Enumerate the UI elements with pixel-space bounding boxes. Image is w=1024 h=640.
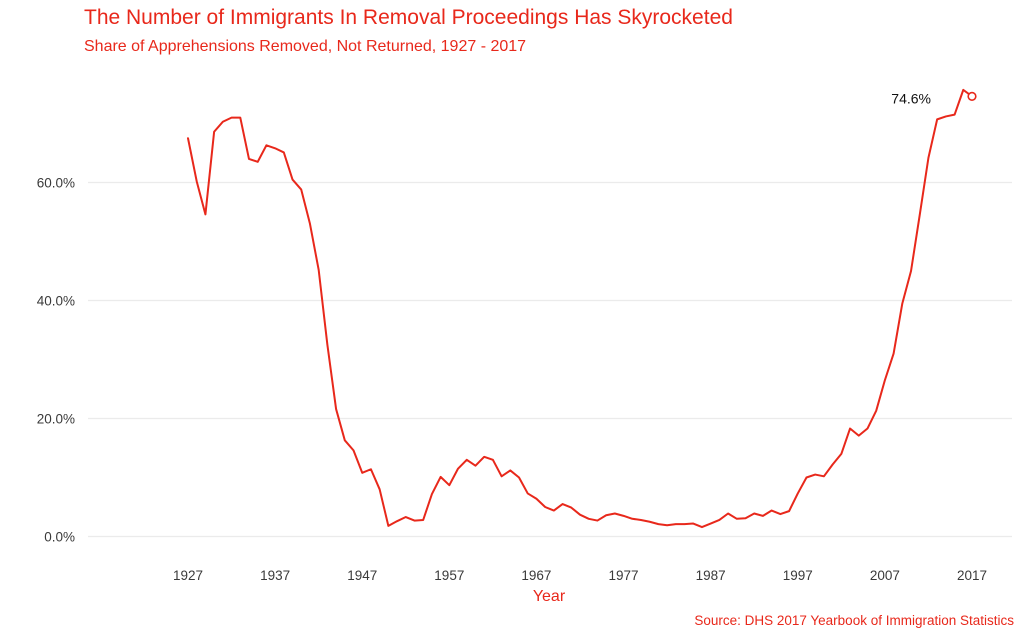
chart-subtitle: Share of Apprehensions Removed, Not Retu…	[84, 38, 527, 55]
y-tick-label: 60.0%	[37, 176, 75, 191]
x-tick-label: 1967	[521, 568, 551, 583]
y-axis-tick-labels: 0.0% 20.0% 40.0% 60.0%	[37, 176, 75, 545]
series-layer: 74.6%	[187, 88, 977, 529]
endpoint-value-label: 74.6%	[891, 90, 931, 106]
y-tick-label: 40.0%	[37, 294, 75, 309]
x-tick-label: 1987	[696, 568, 726, 583]
y-tick-label: 0.0%	[44, 530, 75, 545]
x-axis-title: Year	[533, 588, 566, 605]
series-line	[187, 88, 973, 529]
gridlines	[88, 181, 1012, 538]
x-axis-tick-labels: 1927 1937 1947 1957 1967 1977 1987 1997 2007 2017	[173, 568, 987, 583]
source-note: Source: DHS 2017 Yearbook of Immigration…	[694, 613, 1014, 628]
x-tick-label: 2007	[870, 568, 900, 583]
x-tick-label: 2017	[957, 568, 987, 583]
endpoint-marker	[967, 91, 977, 101]
x-tick-label: 1947	[347, 568, 377, 583]
x-tick-label: 1927	[173, 568, 203, 583]
x-tick-label: 1977	[609, 568, 639, 583]
x-tick-label: 1997	[783, 568, 813, 583]
chart-title: The Number of Immigrants In Removal Proc…	[84, 6, 733, 29]
y-tick-label: 20.0%	[37, 412, 75, 427]
x-tick-label: 1937	[260, 568, 290, 583]
x-tick-label: 1957	[434, 568, 464, 583]
